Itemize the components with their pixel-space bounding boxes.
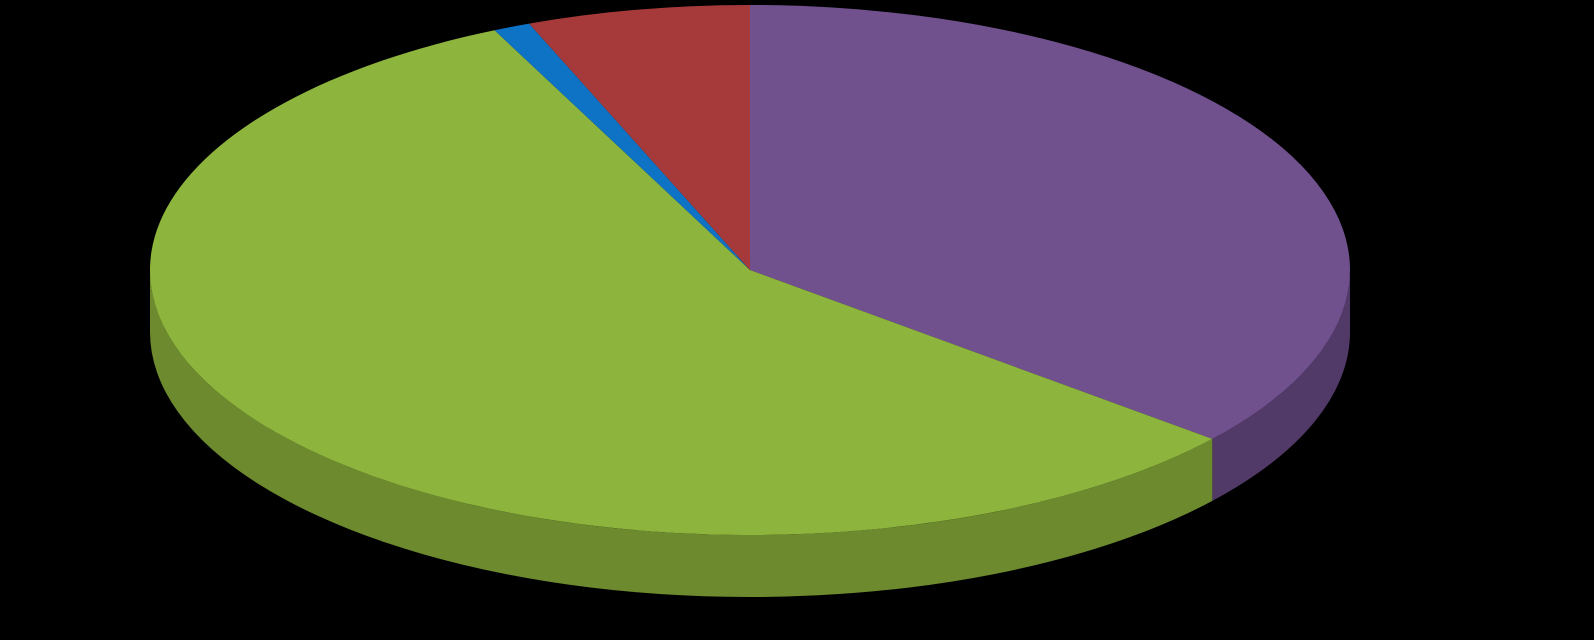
- pie-chart-3d: [0, 0, 1594, 640]
- pie-tops: [150, 5, 1350, 535]
